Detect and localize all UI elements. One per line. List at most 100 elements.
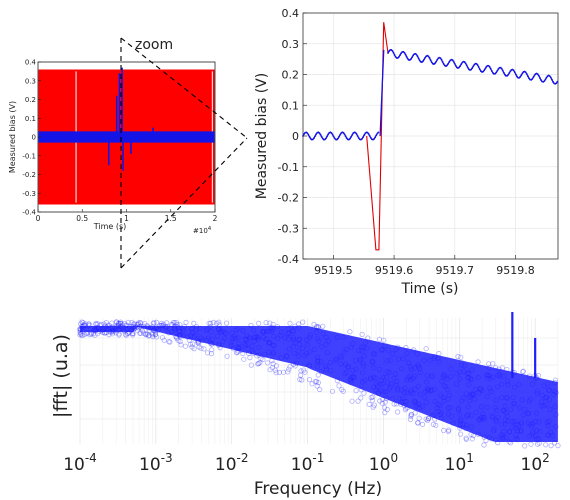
spectrum-point [256, 360, 262, 367]
zoom-blue-point [489, 67, 492, 70]
spectrum-point [80, 323, 86, 329]
spectrum-point [448, 373, 454, 380]
spectrum-point [361, 344, 367, 350]
spectrum-point [423, 346, 429, 352]
spectrum-point [100, 326, 107, 332]
spectrum-point [138, 320, 144, 326]
zoom-blue-point [400, 52, 403, 55]
spectrum-x-tick-base: 10 [445, 455, 467, 475]
spectrum-point [191, 320, 197, 326]
spectrum-point [114, 325, 120, 331]
spectrum-point [107, 324, 113, 331]
spectrum-point [423, 416, 429, 422]
spectrum-point [181, 333, 187, 339]
spectrum-point [520, 369, 526, 375]
zoom-x-tick-label: 9519.8 [496, 264, 535, 277]
overview-y-tick-label: -0.1 [22, 152, 36, 160]
spectrum-point [438, 415, 445, 421]
spectrum-point [315, 379, 321, 386]
spectrum-point [102, 330, 108, 336]
spectrum-point [369, 358, 375, 365]
spectrum-point [545, 423, 551, 429]
zoom-x-tick-label: 9519.5 [314, 264, 353, 277]
spectrum-point [371, 402, 377, 408]
spectrum-point [503, 394, 509, 401]
spectrum-x-tick-base: 10 [63, 455, 85, 475]
spectrum-point [386, 369, 392, 375]
spectrum-point [270, 321, 276, 327]
spectrum-point [216, 325, 222, 332]
spectrum-point [431, 355, 437, 361]
spectrum-point [320, 331, 326, 337]
spectrum-point [134, 324, 140, 330]
spectrum-point [494, 407, 500, 413]
spectrum-point [444, 376, 450, 382]
zoom-panel: 0.40.30.20.10-0.1-0.2-0.3-0.4 9519.5 9519… [254, 7, 559, 297]
spectrum-point [423, 388, 429, 394]
zoom-y-tick-label: 0.3 [282, 38, 300, 51]
spectrum-point [194, 338, 201, 344]
spectrum-point [385, 347, 391, 353]
zoom-y-tick-label: -0.4 [278, 253, 299, 266]
spectrum-point [469, 423, 475, 430]
spectrum-point [306, 363, 313, 369]
spectrum-point [390, 351, 396, 357]
spectrum-point [407, 373, 413, 379]
spectrum-point [368, 376, 374, 382]
spectrum-point [467, 375, 473, 382]
spectrum-point [375, 389, 381, 395]
spectrum-point [368, 394, 374, 401]
spectrum-point [435, 408, 441, 415]
spectrum-point [465, 411, 471, 418]
spectrum-point [422, 394, 428, 400]
spectrum-point [415, 383, 421, 389]
overview-x-exponent: #104 [193, 226, 212, 235]
spectrum-point [306, 376, 313, 383]
spectrum-point [233, 350, 240, 356]
spectrum-point [307, 349, 313, 355]
spectrum-point [314, 354, 321, 360]
spectrum-point [233, 327, 239, 333]
spectrum-point [347, 329, 353, 335]
spectrum-point [147, 325, 153, 331]
spectrum-point [144, 322, 150, 329]
spectrum-point [276, 369, 282, 376]
spectrum-point [172, 326, 178, 332]
zoom-blue-point [361, 137, 363, 140]
spectrum-point [380, 389, 387, 395]
spectrum-point [398, 401, 404, 407]
zoom-blue-point [357, 137, 360, 139]
zoom-blue-point [396, 57, 399, 59]
spectrum-point [82, 322, 88, 329]
spectrum-point [209, 341, 215, 347]
spectrum-point [103, 319, 109, 326]
spectrum-point [493, 417, 499, 423]
spectrum-point [77, 326, 83, 332]
spectrum-point [495, 372, 501, 378]
spectrum-point [166, 339, 172, 345]
spectrum-point [365, 335, 371, 341]
spectrum-point [404, 350, 410, 357]
zoom-blue-point [555, 82, 558, 85]
spectrum-point [87, 322, 93, 328]
spectrum-point [132, 323, 138, 330]
spectrum-point [121, 320, 128, 327]
spectrum-point [151, 327, 157, 333]
zoom-blue-point [484, 67, 487, 70]
spectrum-point [172, 327, 178, 333]
spectrum-point [269, 357, 275, 364]
spectrum-point [243, 336, 249, 342]
spectrum-point [92, 332, 98, 338]
zoom-blue-point [373, 138, 375, 140]
overview-x-exponent-power: 4 [208, 226, 212, 232]
spectrum-x-tick-base: 10 [215, 455, 237, 475]
spectrum-point [314, 325, 320, 331]
spectrum-point [274, 324, 281, 330]
spectrum-point [468, 431, 474, 437]
spectrum-point [393, 382, 399, 388]
zoom-blue-point [531, 78, 534, 80]
zoom-x-tick-label: 9519.7 [436, 264, 475, 277]
spectrum-point [102, 325, 108, 331]
zoom-blue-point [501, 69, 504, 72]
spectrum-point [339, 386, 345, 393]
